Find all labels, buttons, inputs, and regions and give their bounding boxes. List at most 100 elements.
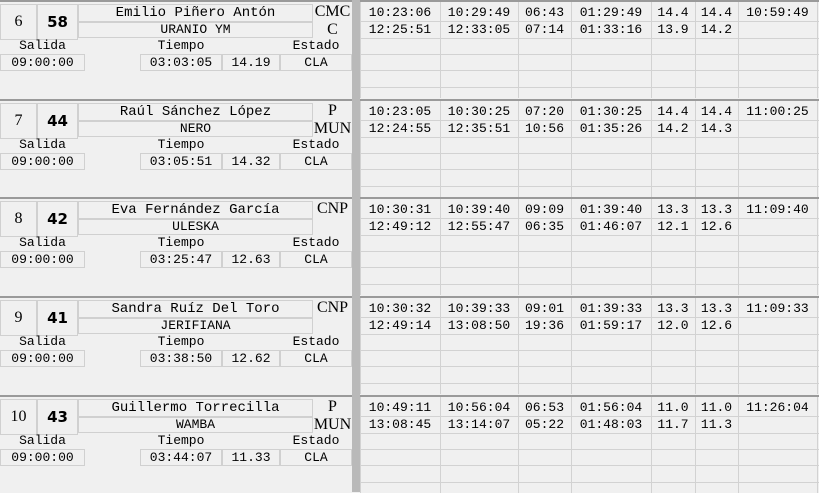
salida-value: 09:00:00 — [0, 153, 85, 170]
grid-line — [360, 38, 819, 39]
grid-line — [360, 251, 819, 252]
salida-label: Salida — [19, 235, 66, 250]
lap-cell: 14.2 — [657, 121, 689, 136]
dorsal-number: 43 — [37, 399, 78, 435]
estado-value: CLA — [280, 350, 352, 367]
lap-cell: 01:56:04 — [579, 400, 643, 415]
tiempo-value: 03:38:50 — [140, 350, 222, 367]
tiempo-value: 03:03:05 — [140, 54, 222, 71]
grid-line — [651, 2, 652, 98]
lap-cell: 10:59:49 — [746, 5, 809, 20]
position: 8 — [0, 201, 37, 237]
grid-line — [817, 298, 818, 394]
lap-cell: 11:09:40 — [746, 202, 809, 217]
lap-cell: 12:24:55 — [368, 121, 432, 136]
horse-name: WAMBA — [78, 417, 313, 433]
lap-cell: 10:56 — [524, 121, 564, 136]
tiempo-value: 03:25:47 — [140, 251, 222, 268]
grid-line — [360, 54, 819, 55]
lap-cell: 14.4 — [657, 104, 689, 119]
lap-cell: 06:35 — [524, 219, 564, 234]
rider-name: Guillermo Torrecilla — [78, 399, 313, 417]
rider-name: Raúl Sánchez López — [78, 103, 313, 121]
grid-line — [360, 284, 819, 285]
tiempo-value: 03:05:51 — [140, 153, 222, 170]
lap-cell: 11:09:33 — [746, 301, 809, 316]
lap-cell: 11:26:04 — [746, 400, 809, 415]
lap-cell: 11.7 — [657, 417, 689, 432]
grid-line — [360, 2, 361, 98]
grid-line — [360, 218, 819, 219]
grid-line — [360, 350, 819, 351]
lap-cell: 12:35:51 — [447, 121, 511, 136]
salida-value: 09:00:00 — [0, 350, 85, 367]
lap-cell: 05:22 — [524, 417, 564, 432]
lap-cell: 12:49:12 — [368, 219, 432, 234]
position: 10 — [0, 399, 37, 435]
lap-cell: 10:30:25 — [447, 104, 511, 119]
lap-cell: 12.6 — [700, 318, 733, 333]
lap-cell: 10:49:11 — [368, 400, 432, 415]
grid-line — [360, 87, 819, 88]
horse-name: ULESKA — [78, 219, 313, 235]
salida-label: Salida — [19, 137, 66, 152]
category-line1: CMC — [314, 4, 351, 20]
rider-block[interactable]: 9 41 Sandra Ruíz Del Toro JERIFIANA CNP Salid… — [0, 296, 819, 394]
tiempo-value: 03:44:07 — [140, 449, 222, 466]
grid-line — [695, 2, 696, 98]
grid-line — [360, 416, 819, 417]
grid-line — [738, 199, 739, 295]
lap-cell: 13:14:07 — [447, 417, 511, 432]
category-line2: MUN — [313, 121, 352, 137]
lap-cell: 12:25:51 — [368, 22, 432, 37]
rider-block[interactable]: 6 58 Emilio Piñero Antón URANIO YM CMC C Salid… — [0, 0, 819, 98]
dorsal-number: 44 — [37, 103, 78, 139]
column-divider[interactable] — [352, 0, 360, 492]
grid-line — [440, 2, 441, 98]
grid-line — [440, 101, 441, 197]
grid-line — [360, 137, 819, 138]
grid-line — [571, 199, 572, 295]
dorsal-number: 42 — [37, 201, 78, 237]
lap-cell: 01:48:03 — [579, 417, 643, 432]
grid-line — [360, 433, 819, 434]
grid-line — [817, 2, 818, 98]
grid-line — [360, 383, 819, 384]
grid-line — [817, 199, 818, 295]
lap-cell — [738, 417, 817, 433]
grid-line — [695, 199, 696, 295]
speed-value: 12.63 — [222, 251, 280, 268]
rider-block[interactable]: 7 44 Raúl Sánchez López NERO P MUN Salida Tiemp… — [0, 99, 819, 197]
lap-cell: 14.2 — [700, 22, 733, 37]
rider-block[interactable]: 10 43 Guillermo Torrecilla WAMBA P MUN Salida T… — [0, 395, 819, 493]
category-line2: C — [327, 22, 338, 38]
speed-value: 14.19 — [222, 54, 280, 71]
position: 7 — [0, 103, 37, 139]
grid-line — [440, 298, 441, 394]
lap-cell: 01:29:49 — [579, 5, 643, 20]
estado-label: Estado — [292, 433, 340, 448]
lap-cell: 14.4 — [700, 5, 733, 20]
grid-line — [360, 465, 819, 466]
grid-line — [360, 235, 819, 236]
grid-line — [360, 21, 819, 22]
lap-cell: 06:43 — [524, 5, 564, 20]
grid-line — [440, 397, 441, 493]
grid-line — [360, 366, 819, 367]
lap-cell: 13.3 — [700, 202, 733, 217]
lap-cell — [738, 121, 817, 137]
grid-line — [695, 101, 696, 197]
grid-line — [695, 298, 696, 394]
lap-cell: 10:23:05 — [368, 104, 432, 119]
grid-line — [360, 70, 819, 71]
lap-cell: 12:55:47 — [447, 219, 511, 234]
lap-cell: 13.3 — [657, 202, 689, 217]
estado-value: CLA — [280, 251, 352, 268]
category-line1: P — [328, 399, 337, 415]
estado-label: Estado — [292, 38, 340, 53]
rider-block[interactable]: 8 42 Eva Fernández García ULESKA CNP Salida Ti… — [0, 197, 819, 295]
rider-name: Emilio Piñero Antón — [78, 4, 313, 22]
grid-line — [695, 397, 696, 493]
estado-value: CLA — [280, 449, 352, 466]
grid-line — [360, 267, 819, 268]
